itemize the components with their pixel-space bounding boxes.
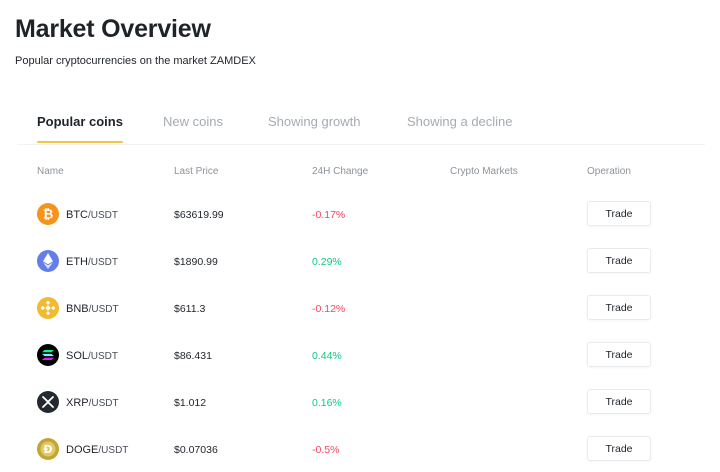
svg-text:Ð: Ð [43, 443, 52, 456]
pair-label: ETH/USDT [66, 256, 118, 268]
change-value: -0.5% [312, 444, 340, 456]
pair-label: XRP/USDT [66, 397, 119, 409]
change-value: -0.17% [312, 209, 346, 221]
bitcoin-icon: ₿ [37, 203, 59, 225]
pair-quote: /USDT [88, 210, 118, 221]
pair-quote: /USDT [98, 445, 129, 456]
pair-base: DOGE [66, 444, 99, 456]
pair-base: SOL [66, 350, 89, 362]
pair-label: BNB/USDT [66, 303, 119, 315]
table-row: Ð DOGE/USDT $0.07036 -0.5% Trade [0, 435, 720, 465]
trade-button[interactable]: Trade [587, 295, 651, 320]
table-row: ETH/USDT $1890.99 0.29% Trade [0, 247, 720, 277]
trade-button[interactable]: Trade [587, 342, 651, 367]
pair-base: ETH [66, 256, 88, 268]
last-price: $63619.99 [174, 209, 224, 221]
tab-popular-coins[interactable]: Popular coins [37, 114, 123, 143]
table-row: XRP/USDT $1.012 0.16% Trade [0, 388, 720, 418]
solana-icon [37, 344, 59, 366]
tab-showing-decline[interactable]: Showing a decline [407, 114, 513, 129]
last-price: $1.012 [174, 397, 207, 409]
pair-quote: /USDT [88, 351, 119, 362]
pair-label: SOL/USDT [66, 350, 118, 362]
column-header-operation: Operation [587, 166, 631, 177]
pair-base: BTC [66, 209, 88, 221]
pair-quote: /USDT [88, 398, 119, 409]
market-tabs: Popular coins New coins Showing growth S… [17, 114, 705, 145]
last-price: $86.431 [174, 350, 212, 362]
page-subtitle: Popular cryptocurrencies on the market Z… [15, 55, 256, 67]
column-header-24h-change: 24H Change [312, 166, 369, 177]
change-value: -0.12% [312, 303, 346, 315]
last-price: $0.07036 [174, 444, 218, 456]
change-value: 0.29% [312, 256, 342, 268]
pair-label: DOGE/USDT [66, 444, 128, 456]
xrp-icon [37, 391, 59, 413]
tab-showing-growth[interactable]: Showing growth [268, 114, 361, 129]
pair-base: BNB [66, 303, 89, 315]
trade-button[interactable]: Trade [587, 436, 651, 461]
column-header-name: Name [37, 166, 64, 177]
ethereum-icon [37, 250, 59, 272]
bnb-icon [37, 297, 59, 319]
table-row: BNB/USDT $611.3 -0.12% Trade [0, 294, 720, 324]
trade-button[interactable]: Trade [587, 201, 651, 226]
trade-button[interactable]: Trade [587, 389, 651, 414]
tab-new-coins[interactable]: New coins [163, 114, 223, 129]
column-header-last-price: Last Price [174, 166, 219, 177]
page-title: Market Overview [15, 15, 211, 43]
pair-label: BTC/USDT [66, 209, 118, 221]
pair-quote: /USDT [88, 257, 118, 268]
column-header-crypto-markets: Crypto Markets [450, 166, 518, 177]
change-value: 0.16% [312, 397, 342, 409]
pair-base: XRP [66, 397, 89, 409]
dogecoin-icon: Ð [37, 438, 59, 460]
table-row: SOL/USDT $86.431 0.44% Trade [0, 341, 720, 371]
trade-button[interactable]: Trade [587, 248, 651, 273]
last-price: $1890.99 [174, 256, 218, 268]
last-price: $611.3 [174, 303, 206, 315]
pair-quote: /USDT [88, 304, 119, 315]
svg-text:₿: ₿ [43, 208, 54, 223]
table-row: ₿ BTC/USDT $63619.99 -0.17% Trade [0, 200, 720, 230]
change-value: 0.44% [312, 350, 342, 362]
